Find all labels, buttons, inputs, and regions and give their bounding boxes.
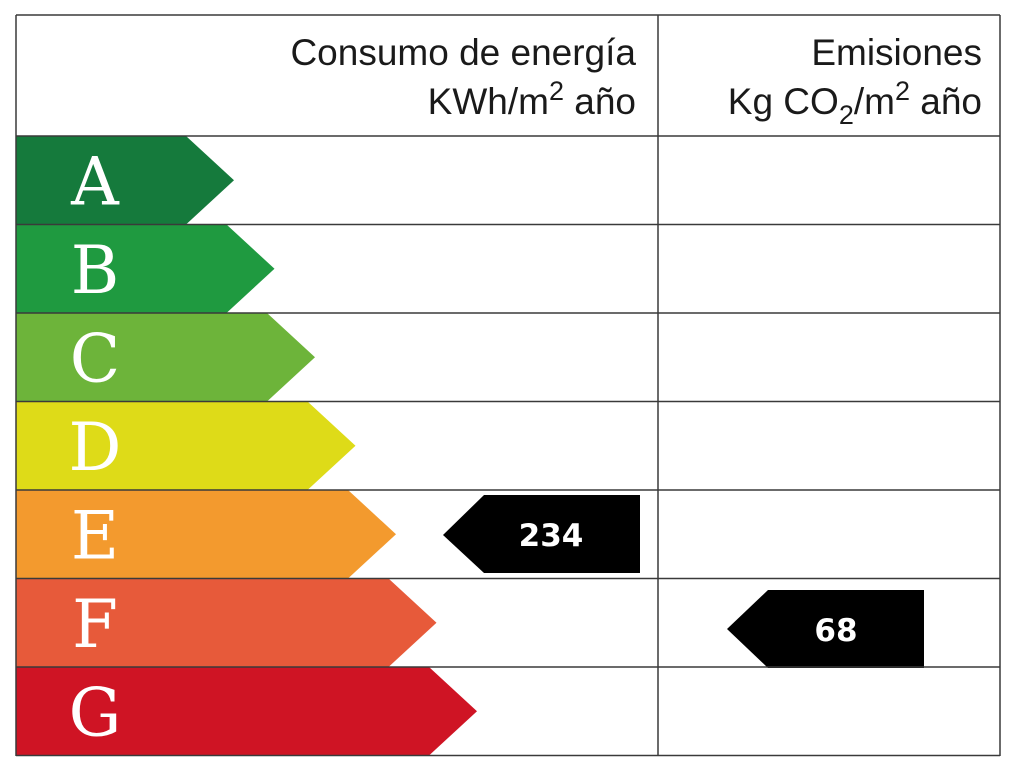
table-grid — [15, 14, 1001, 757]
energy-consumption-title: Consumo de energía — [290, 32, 636, 73]
rating-bar-g — [16, 667, 477, 756]
energy-unit-tail: año — [564, 81, 636, 122]
rating-letter-f: F — [72, 586, 118, 663]
energy-indicator: 234 — [443, 495, 640, 573]
emissions-unit-tail: año — [910, 81, 982, 122]
emissions-indicator: 68 — [727, 590, 924, 668]
emissions-unit: Kg CO2/m2 año — [728, 76, 982, 130]
rating-letter-d: D — [69, 409, 122, 486]
emissions-title: Emisiones — [811, 32, 982, 73]
rating-letter-b: B — [71, 232, 120, 309]
rating-letter-e: E — [71, 497, 119, 574]
rating-letter-g: G — [69, 674, 122, 751]
energy-consumption-unit: KWh/m2 año — [428, 76, 636, 122]
emissions-indicator-value: 68 — [814, 613, 857, 649]
emissions-unit-exponent: 2 — [895, 76, 910, 106]
emissions-unit-b: /m — [854, 81, 895, 122]
rating-bar-a — [16, 136, 234, 225]
rating-bar-f — [16, 578, 437, 667]
energy-unit-base: KWh/m — [428, 81, 549, 122]
rating-letter-c: C — [70, 320, 121, 397]
emissions-unit-a: Kg CO — [728, 81, 839, 122]
emissions-unit-subscript: 2 — [839, 100, 854, 130]
emissions-indicator-arrow — [727, 590, 924, 668]
energy-indicator-arrow — [443, 495, 640, 573]
rating-letter-a: A — [70, 143, 120, 220]
energy-unit-exponent: 2 — [549, 76, 564, 106]
energy-indicator-value: 234 — [519, 518, 584, 554]
rating-bar-b — [16, 224, 275, 313]
rating-bar-e — [16, 490, 396, 579]
rating-bar-c — [16, 313, 315, 402]
rating-bar-d — [16, 401, 356, 490]
